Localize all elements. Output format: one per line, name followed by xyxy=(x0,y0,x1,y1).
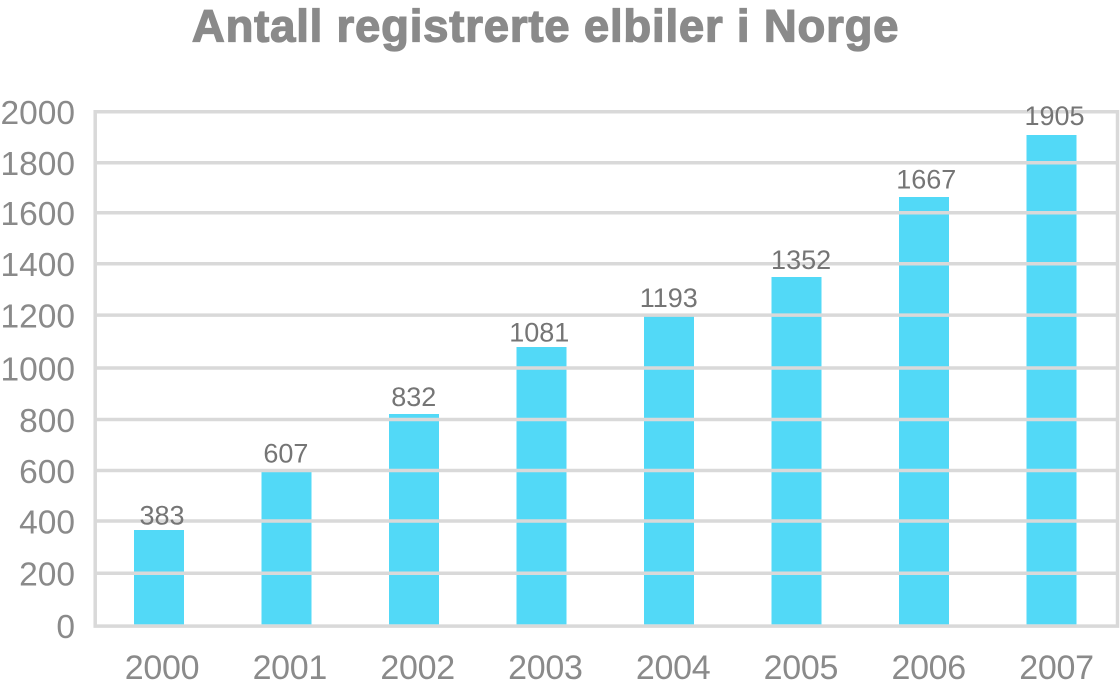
svg-text:200: 200 xyxy=(19,557,75,594)
svg-text:600: 600 xyxy=(19,454,75,491)
svg-text:2006: 2006 xyxy=(891,649,965,687)
svg-text:2005: 2005 xyxy=(764,649,838,687)
svg-text:1193: 1193 xyxy=(640,283,698,313)
svg-text:2000: 2000 xyxy=(0,95,75,132)
svg-text:Antall registrerte elbiler i N: Antall registrerte elbiler i Norge xyxy=(192,0,899,51)
svg-text:1200: 1200 xyxy=(0,299,75,336)
svg-text:1800: 1800 xyxy=(0,146,75,183)
svg-text:1081: 1081 xyxy=(509,318,569,348)
svg-text:2002: 2002 xyxy=(380,649,454,687)
svg-text:832: 832 xyxy=(391,382,436,412)
svg-text:2007: 2007 xyxy=(1019,649,1093,687)
svg-text:800: 800 xyxy=(19,403,75,440)
svg-text:2003: 2003 xyxy=(508,649,582,687)
svg-text:400: 400 xyxy=(19,504,75,541)
svg-text:0: 0 xyxy=(56,609,75,646)
svg-text:1667: 1667 xyxy=(896,165,956,195)
svg-text:2001: 2001 xyxy=(253,649,327,687)
svg-text:1352: 1352 xyxy=(771,245,831,275)
svg-text:1905: 1905 xyxy=(1024,101,1084,131)
svg-text:1400: 1400 xyxy=(0,247,75,284)
svg-text:2000: 2000 xyxy=(125,649,199,687)
svg-text:1000: 1000 xyxy=(0,351,75,388)
svg-text:383: 383 xyxy=(139,501,184,531)
svg-text:607: 607 xyxy=(263,438,308,468)
svg-text:1600: 1600 xyxy=(0,196,75,233)
svg-text:2004: 2004 xyxy=(636,649,710,687)
